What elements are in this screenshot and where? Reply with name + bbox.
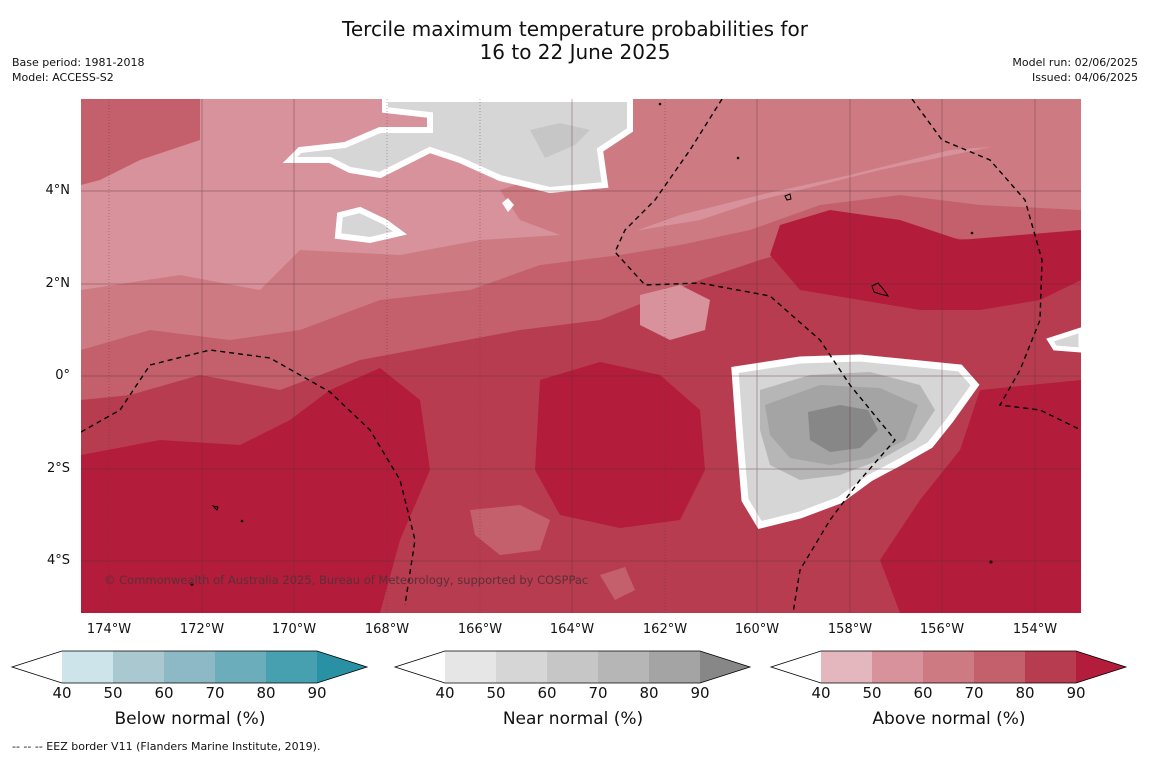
near-normal-patch-edge [1046,327,1081,353]
cb-below-label: Below normal (%) [114,709,266,729]
colorbar-2-segment-5 [1025,651,1076,683]
colorbar-2-segment-0 [771,651,821,683]
colorbar-1-segment-0 [395,651,445,683]
colorbar-2-segment-6 [1076,651,1126,683]
lat-label-2n: 2°N [45,276,71,291]
field-patch-nw [81,99,200,185]
colorbar-0-segment-4 [215,651,266,683]
field-patch-sw [81,368,430,613]
lon-label-170w: 170°W [271,622,317,637]
field-patch-ne-light [500,99,1081,240]
eez-footer-note: -- -- -- EEZ border V11 (Flanders Marine… [12,740,321,753]
eez-borders [81,99,1081,613]
lon-label-162w: 162°W [642,622,688,637]
lon-label-158w: 158°W [827,622,873,637]
lat-label-0: 0° [55,368,70,383]
cb-near-tick-80: 80 [639,684,659,702]
field-patch-center [535,362,705,528]
cb-near-tick-60: 60 [537,684,557,702]
lon-label-156w: 156°W [919,622,965,637]
cb-above-tick-70: 70 [964,684,984,702]
colorbar-1-segment-6 [700,651,750,683]
probability-field [81,99,1081,613]
colorbar-1-segment-3 [547,651,598,683]
map-title: Tercile maximum temperature probabilitie… [0,18,1150,64]
metadata-right: Model run: 02/06/2025 Issued: 04/06/2025 [1012,55,1138,85]
cb-near-label: Near normal (%) [502,709,644,729]
model-run-text: Model run: 02/06/2025 [1012,56,1138,69]
colorbar-0-segment-6 [317,651,367,683]
field-patch-se [880,380,1081,613]
lat-label-4n: 4°N [45,183,71,198]
cb-above-label: Above normal (%) [872,709,1026,729]
graticule [81,99,1081,613]
colorbar-2-segment-4 [974,651,1025,683]
cb-below-tick-80: 80 [256,684,276,702]
lon-label-168w: 168°W [364,622,410,637]
issued-text: Issued: 04/06/2025 [1031,71,1138,84]
model-text: Model: ACCESS-S2 [12,71,114,84]
lon-label-172w: 172°W [179,622,225,637]
cb-below-tick-60: 60 [154,684,174,702]
cb-above-tick-90: 90 [1066,684,1086,702]
colorbar-below-normal [10,650,369,684]
colorbar-above-normal [769,650,1128,684]
near-normal-patch-small [334,206,408,244]
near-normal-patch-north-inner [530,123,590,158]
colorbar-2-segment-3 [923,651,974,683]
base-period-text: Base period: 1981-2018 [12,56,145,69]
cb-near-tick-70: 70 [588,684,608,702]
field-patch-tiny [600,567,635,600]
cb-below-tick-50: 50 [103,684,123,702]
colorbar-0-segment-5 [266,651,317,683]
colorbar-1-segment-1 [445,651,496,683]
cb-near-tick-40: 40 [435,684,455,702]
colorbar-0-segment-2 [113,651,164,683]
lon-label-174w: 174°W [86,622,132,637]
cb-near-tick-50: 50 [486,684,506,702]
near-normal-patch-east-90 [808,405,878,452]
colorbar-0-segment-1 [62,651,113,683]
cb-near-tick-90: 90 [690,684,710,702]
cb-above-tick-50: 50 [862,684,882,702]
cb-below-tick-90: 90 [307,684,327,702]
colorbar-0-segment-3 [164,651,215,683]
field-patch-light-mid [640,285,710,340]
lat-label-2s: 2°S [46,461,70,476]
colorbar-1-segment-5 [649,651,700,683]
lon-label-166w: 166°W [457,622,503,637]
lon-label-154w: 154°W [1012,622,1058,637]
colorbar-2-segment-1 [821,651,872,683]
colorbar-2-segment-2 [872,651,923,683]
islands [190,102,993,586]
cb-below-tick-70: 70 [205,684,225,702]
near-normal-dot [502,198,514,212]
lon-label-164w: 164°W [549,622,595,637]
colorbar-1-segment-2 [496,651,547,683]
colorbar-1-segment-4 [598,651,649,683]
lat-label-4s: 4°S [46,553,70,568]
cb-above-tick-60: 60 [913,684,933,702]
near-normal-patch-north [282,99,633,194]
lon-label-160w: 160°W [734,622,780,637]
title-line-1: Tercile maximum temperature probabilitie… [342,17,808,41]
field-patch-east [770,210,1081,310]
colorbar-near-normal [393,650,752,684]
metadata-left: Base period: 1981-2018 Model: ACCESS-S2 [12,55,144,85]
colorbar-0-segment-0 [12,651,62,683]
copyright-notice: © Commonwealth of Australia 2025, Bureau… [104,573,589,587]
title-line-2: 16 to 22 June 2025 [479,40,671,64]
cb-above-tick-80: 80 [1015,684,1035,702]
cb-above-tick-40: 40 [811,684,831,702]
field-patch-small [470,505,550,555]
cb-below-tick-40: 40 [52,684,72,702]
